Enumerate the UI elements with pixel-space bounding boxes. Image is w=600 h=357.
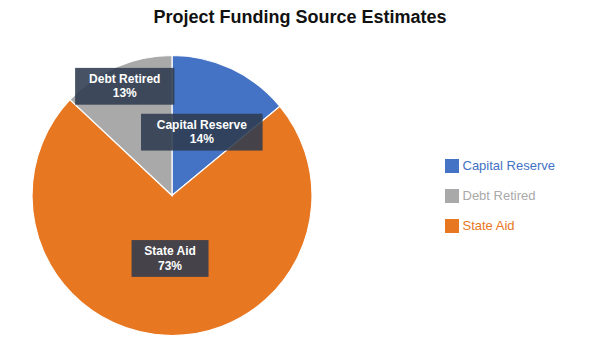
- html-text:Debt Retired: Debt Retired: [462, 187, 536, 203]
- html-text:State Aid: State Aid: [462, 217, 515, 233]
- svg-text:Debt Retired: Debt Retired: [89, 72, 160, 86]
- svg-text:13%: 13%: [113, 86, 137, 100]
- svg-text:14%: 14%: [190, 132, 214, 146]
- svg-text:Capital Reserve: Capital Reserve: [157, 118, 247, 132]
- svg-text:73%: 73%: [158, 259, 182, 273]
- svg-text:State Aid: State Aid: [144, 244, 196, 258]
- html-text:Capital Reserve: Capital Reserve: [462, 157, 555, 173]
- html-text:Project Funding Source Estimat: Project Funding Source Estimates: [153, 7, 447, 27]
